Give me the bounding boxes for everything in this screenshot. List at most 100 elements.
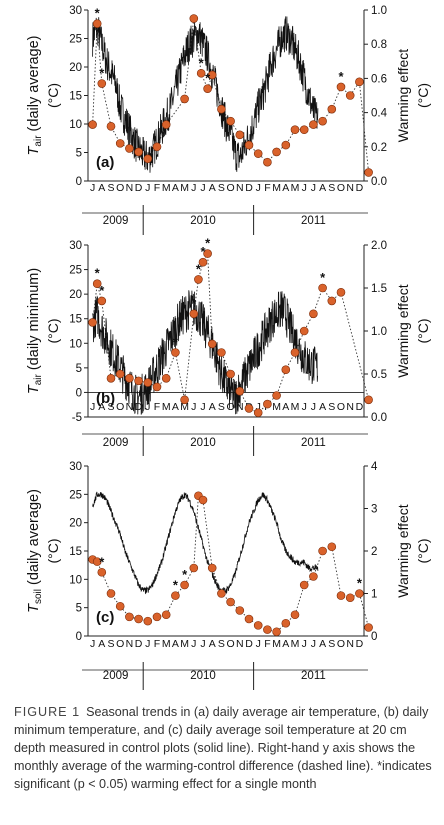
right-tick-label: 0.4 [371,108,388,120]
month-label: A [209,182,216,194]
right-axis-title: Warming effect [395,504,411,597]
warming-effect-point [194,275,203,284]
month-label: J [311,401,316,413]
left-tick-label: 20 [69,62,82,74]
right-tick-label: 0.0 [371,412,387,424]
right-tick-label: 0 [371,631,377,643]
left-tick-label: 5 [76,603,82,615]
warming-effect-point [125,144,134,153]
month-label: N [236,182,244,194]
month-label: D [245,182,253,194]
month-label: M [162,182,171,194]
month-label: O [227,401,235,413]
warming-effect-point [345,91,355,100]
year-label: 2010 [190,215,216,227]
significance-marker: * [205,236,211,251]
month-label: S [107,638,114,650]
warming-effect-point [207,563,217,573]
significance-marker: * [99,554,105,569]
month-label: F [154,638,160,650]
warming-effect-point [152,382,162,392]
warming-effect-point [115,601,125,611]
month-label: F [264,182,270,194]
left-tick-label: -5 [72,412,82,424]
right-tick-label: 3 [371,504,377,516]
right-tick-label: 2.0 [371,240,387,252]
year-label: 2011 [301,215,326,227]
warming-effect-point [345,593,355,603]
month-label: S [107,182,114,194]
left-tick-label: 15 [69,91,82,103]
warming-effect-point [318,546,327,556]
warming-effect-point [97,79,107,88]
warming-effect-point [364,395,373,405]
month-label: D [135,638,143,650]
warming-effect-point [272,627,281,637]
month-label: J [200,638,205,650]
month-label: D [135,401,143,413]
warming-effect-point [336,591,346,600]
warming-effect-point [263,625,272,634]
left-axis-title: Tair (daily average) [26,36,44,156]
left-tick-label: 5 [76,363,82,375]
warming-effect-point [290,348,300,357]
warming-effect-point [327,542,337,552]
warming-effect-point [355,589,364,598]
month-label: J [256,638,261,650]
month-label: J [256,401,261,413]
warming-effect-line [92,494,370,633]
warming-effect-point [309,120,318,129]
month-label: S [218,401,225,413]
warming-effect-line [92,251,370,414]
month-label: A [172,638,179,650]
right-axis-unit: (°C) [415,538,431,563]
month-label: N [126,401,134,413]
warming-effect-point [203,249,212,258]
right-tick-label: 1.5 [371,283,387,295]
right-tick-label: 1.0 [371,326,387,338]
warming-effect-point [253,408,263,418]
warming-effect-point [253,621,263,630]
warming-effect-point [134,376,143,386]
month-label: D [135,182,143,194]
month-label: M [291,638,300,650]
warming-effect-point [235,606,245,615]
warming-effect-point [97,296,107,306]
warming-effect-point [106,121,116,131]
warming-effect-point [189,563,199,573]
warming-effect-point [92,19,102,28]
warming-effect-point [217,348,226,357]
month-label: O [116,182,124,194]
month-label: A [282,401,289,413]
year-label: 2010 [190,670,216,682]
month-label: A [209,401,216,413]
warming-effect-point [226,369,235,379]
month-label: F [154,401,160,413]
month-label: J [302,638,307,650]
significance-marker: * [173,335,179,350]
month-label: J [200,182,205,194]
month-label: O [227,638,235,650]
left-tick-label: 20 [69,518,82,530]
month-label: N [346,638,354,650]
warming-effect-point [318,116,327,126]
month-label: J [145,638,150,650]
panel-label: (c) [96,609,114,626]
warming-effect-point [299,326,309,336]
warming-effect-point [180,94,189,104]
month-label: M [180,638,189,650]
month-label: J [302,182,307,194]
significance-marker: * [200,244,206,259]
month-label: J [302,401,307,413]
warming-effect-point [196,68,206,78]
left-tick-label: 0 [76,176,82,188]
month-label: S [107,401,114,413]
warming-effect-point [88,318,97,327]
significance-marker: * [357,576,363,591]
right-tick-label: 4 [371,461,378,473]
warming-effect-point [88,120,97,129]
month-label: N [236,638,244,650]
month-label: F [264,638,270,650]
warming-effect-point [106,373,116,383]
month-label: M [291,401,300,413]
